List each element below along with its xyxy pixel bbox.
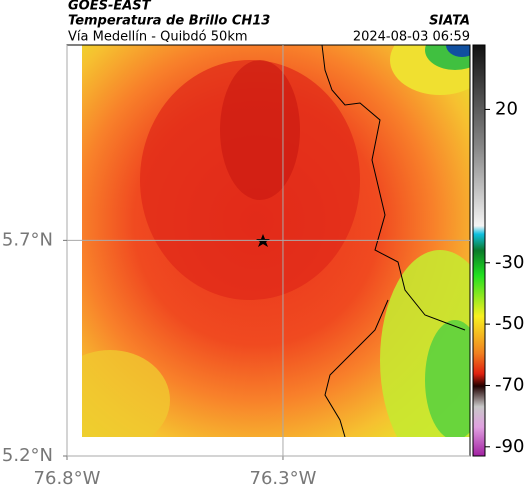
colorbar-tick-label: 20 — [495, 98, 518, 119]
colorbar — [472, 44, 486, 457]
y-tick-label: 5.7°N — [2, 229, 53, 250]
x-tick-label: 76.8°W — [34, 468, 101, 489]
x-tick-label: 76.3°W — [250, 468, 317, 489]
colorbar-tick-label: -50 — [495, 313, 524, 334]
route: Vía Medellín - Quibdó 50km — [68, 30, 248, 45]
y-tick-label: 5.2°N — [2, 445, 53, 466]
colorbar-tick-label: -30 — [495, 252, 524, 273]
title: Temperatura de Brillo CH13 — [68, 14, 270, 29]
agency: SIATA — [429, 14, 470, 29]
source: GOES-EAST — [68, 0, 152, 14]
colorbar-tick-label: -90 — [495, 436, 524, 457]
imagery — [82, 45, 470, 437]
timestamp: 2024-08-03 06:59 — [353, 30, 470, 45]
colorbar-tick-label: -70 — [495, 374, 524, 395]
